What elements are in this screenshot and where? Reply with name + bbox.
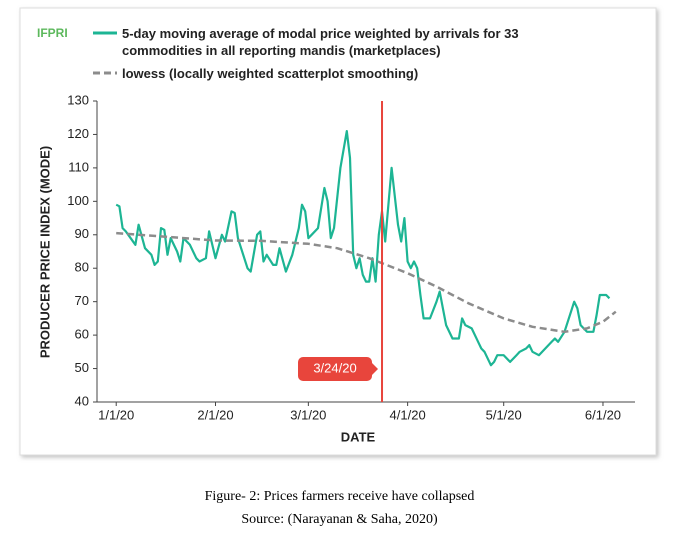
y-tick-label: 50 (75, 360, 89, 375)
x-tick-label: 3/1/20 (290, 407, 326, 422)
x-tick-label: 2/1/20 (197, 407, 233, 422)
x-axis-label: DATE (341, 429, 376, 444)
y-tick-label: 100 (67, 193, 89, 208)
brand: IFPRI (37, 26, 68, 40)
legend-label: lowess (locally weighted scatterplot smo… (122, 66, 419, 81)
y-tick-label: 90 (75, 226, 89, 241)
y-tick-label: 80 (75, 260, 89, 275)
legend-label: 5-day moving average of modal price weig… (122, 26, 519, 58)
series-line (115, 130, 611, 367)
y-tick-label: 110 (68, 159, 89, 174)
series-line (116, 231, 617, 334)
caption: Figure- 2: Prices farmers receive have c… (204, 489, 475, 504)
annotation-label: 3/24/20 (313, 360, 356, 375)
x-tick-label: 4/1/20 (390, 407, 426, 422)
y-tick-label: 40 (75, 393, 89, 408)
x-tick-label: 1/1/20 (98, 407, 134, 422)
y-tick-label: 120 (67, 126, 89, 141)
annotation-box (298, 357, 373, 381)
y-axis-label: PRODUCER PRICE INDEX (MODE) (37, 146, 52, 358)
y-tick-label: 60 (75, 327, 89, 342)
x-tick-label: 6/1/20 (585, 407, 621, 422)
x-tick-label: 5/1/20 (486, 407, 522, 422)
source: Source: (Narayanan & Saha, 2020) (241, 512, 438, 527)
y-tick-label: 130 (67, 92, 89, 107)
y-tick-label: 70 (75, 293, 89, 308)
annotation-pointer (372, 363, 379, 375)
